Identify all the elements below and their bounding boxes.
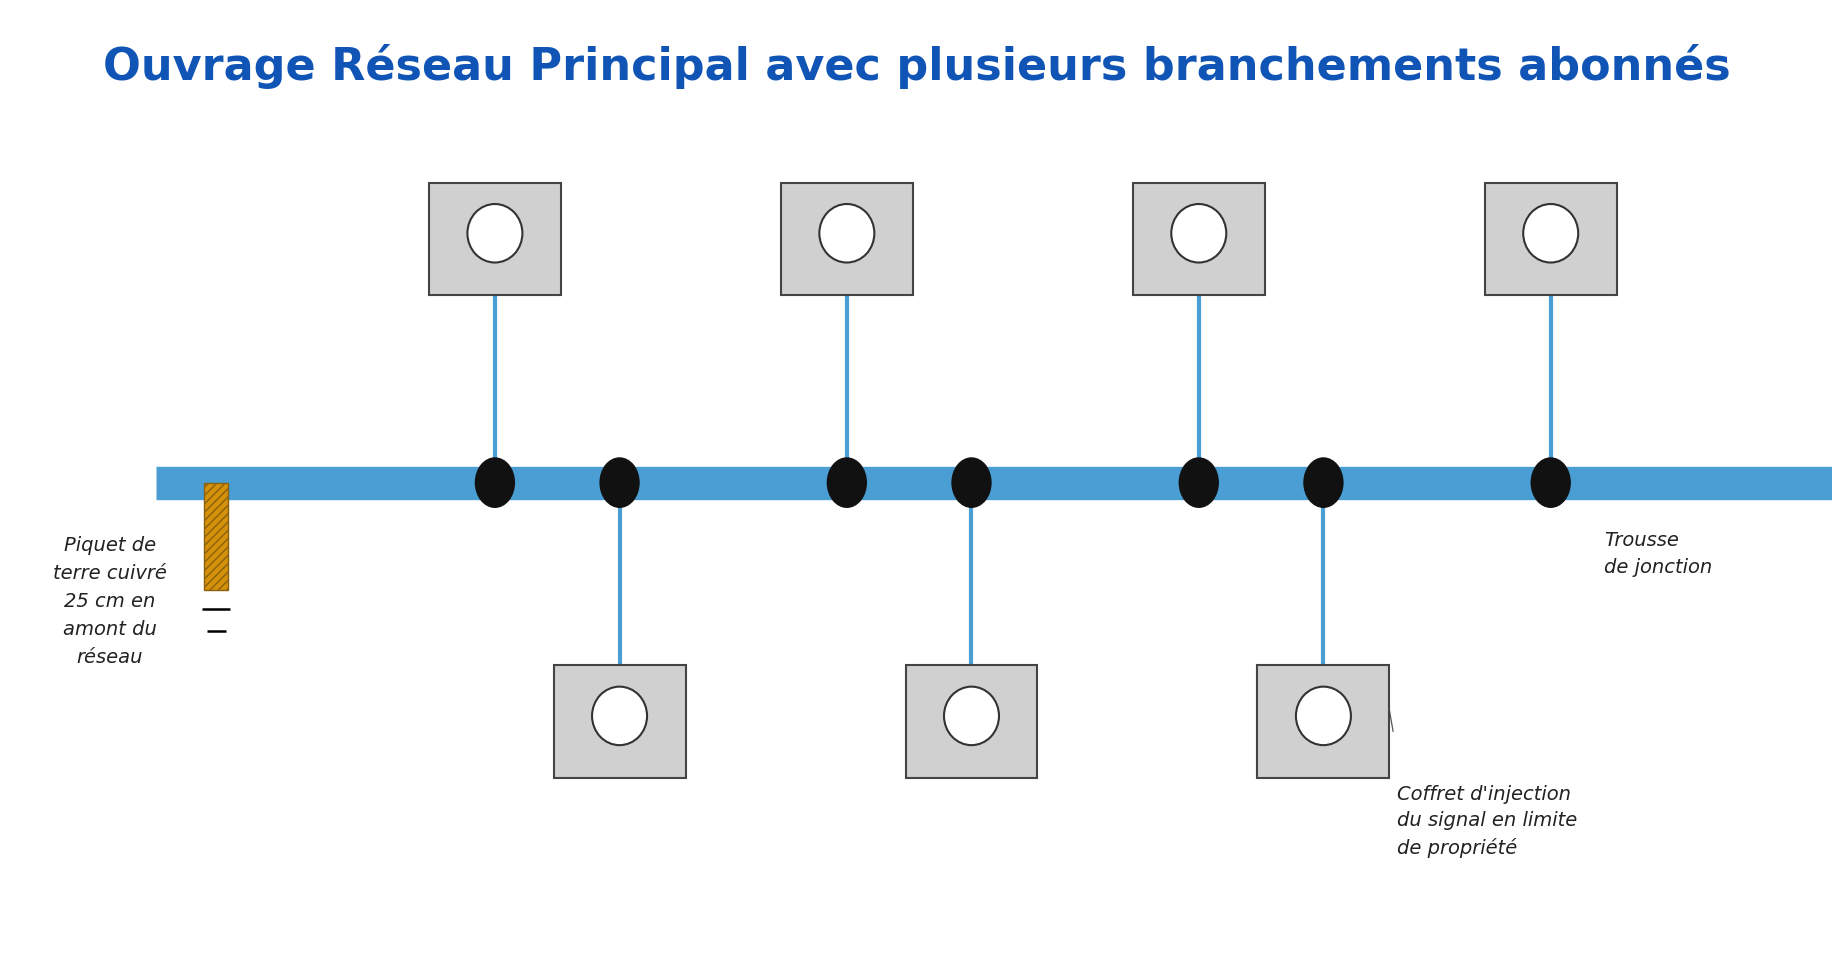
Text: Coffret d'injection
du signal en limite
de propriété: Coffret d'injection du signal en limite … bbox=[1396, 785, 1576, 858]
Bar bbox=[905, 665, 1037, 778]
Ellipse shape bbox=[467, 204, 522, 262]
Ellipse shape bbox=[943, 686, 998, 745]
Ellipse shape bbox=[826, 457, 867, 508]
Text: Ouvrage Réseau Principal avec plusieurs branchements abonnés: Ouvrage Réseau Principal avec plusieurs … bbox=[103, 44, 1729, 89]
Text: Piquet de
terre cuivré
25 cm en
amont du
réseau: Piquet de terre cuivré 25 cm en amont du… bbox=[53, 536, 167, 667]
Bar bbox=[780, 183, 912, 294]
Ellipse shape bbox=[1171, 204, 1226, 262]
Bar bbox=[1132, 183, 1264, 294]
Ellipse shape bbox=[1530, 457, 1570, 508]
Ellipse shape bbox=[1295, 686, 1350, 745]
Ellipse shape bbox=[1522, 204, 1577, 262]
Ellipse shape bbox=[599, 457, 639, 508]
Ellipse shape bbox=[1303, 457, 1343, 508]
Bar bbox=[1257, 665, 1389, 778]
Bar bbox=[1484, 183, 1616, 294]
Ellipse shape bbox=[819, 204, 874, 262]
Ellipse shape bbox=[474, 457, 515, 508]
Text: Trousse
de jonction: Trousse de jonction bbox=[1603, 531, 1711, 577]
Ellipse shape bbox=[1178, 457, 1218, 508]
Bar bbox=[429, 183, 561, 294]
Bar bbox=[553, 665, 685, 778]
Ellipse shape bbox=[951, 457, 991, 508]
Ellipse shape bbox=[592, 686, 647, 745]
Bar bbox=[205, 483, 229, 590]
